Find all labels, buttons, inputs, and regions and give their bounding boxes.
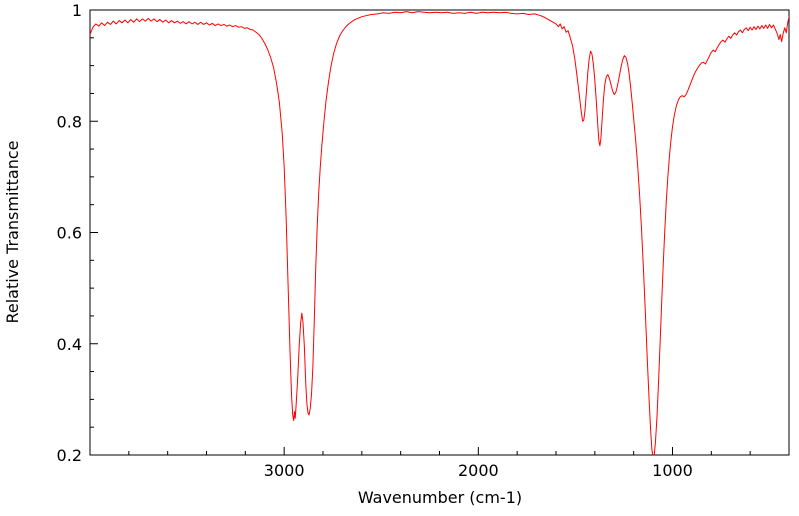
spectrum-line-group <box>90 11 789 455</box>
axis-ticks-group: 3000 2000 1000 1 0.8 0.6 0.4 0.2 <box>57 1 790 480</box>
y-tick-label: 0.2 <box>57 446 82 465</box>
spectrum-line <box>90 11 789 455</box>
x-tick-label: 3000 <box>264 461 305 480</box>
y-tick-label: 0.6 <box>57 224 82 243</box>
plot-frame-group <box>89 9 790 456</box>
y-axis-label: Relative Transmittance <box>3 140 22 323</box>
plot-frame <box>89 9 790 456</box>
y-tick-label: 1 <box>72 1 82 20</box>
x-tick-label: 2000 <box>458 461 499 480</box>
y-tick-label: 0.8 <box>57 112 82 131</box>
x-axis-label: Wavenumber (cm-1) <box>358 488 522 507</box>
y-tick-label: 0.4 <box>57 335 82 354</box>
x-tick-label: 1000 <box>652 461 693 480</box>
